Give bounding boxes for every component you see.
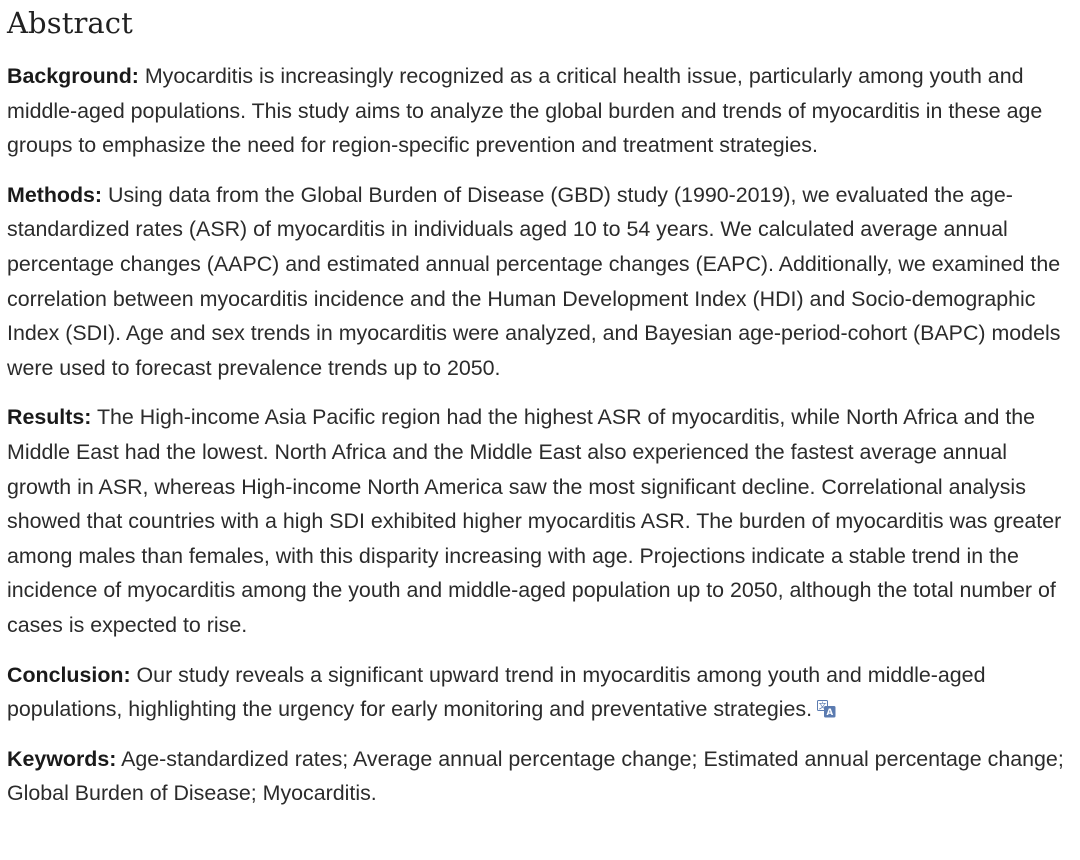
conclusion-label: Conclusion: — [7, 662, 131, 687]
methods-text: Using data from the Global Burden of Dis… — [7, 182, 1061, 380]
background-label: Background: — [7, 64, 139, 88]
keywords-label: Keywords: — [7, 746, 117, 771]
svg-text:A: A — [826, 708, 833, 718]
keywords-text: Age-standardized rates; Average annual p… — [7, 746, 1064, 806]
abstract-title: Abstract — [7, 6, 133, 40]
svg-text:文: 文 — [819, 701, 827, 711]
conclusion-text: Our study reveals a significant upward t… — [7, 662, 986, 722]
keywords-paragraph: Keywords: Age-standardized rates; Averag… — [7, 742, 1072, 811]
results-paragraph: Results: The High-income Asia Pacific re… — [7, 400, 1072, 642]
methods-label: Methods: — [7, 182, 103, 207]
translate-icon[interactable]: 文 A — [817, 700, 836, 718]
conclusion-paragraph: Conclusion: Our study reveals a signific… — [7, 658, 1072, 727]
abstract-section: Abstract Background: Myocarditis is incr… — [7, 6, 1072, 811]
background-text: Myocarditis is increasingly recognized a… — [7, 64, 1043, 158]
methods-paragraph: Methods: Using data from the Global Burd… — [7, 178, 1072, 386]
results-label: Results: — [7, 405, 92, 430]
results-text: The High-income Asia Pacific region had … — [7, 405, 1062, 637]
background-paragraph: Background: Myocarditis is increasingly … — [7, 59, 1072, 163]
